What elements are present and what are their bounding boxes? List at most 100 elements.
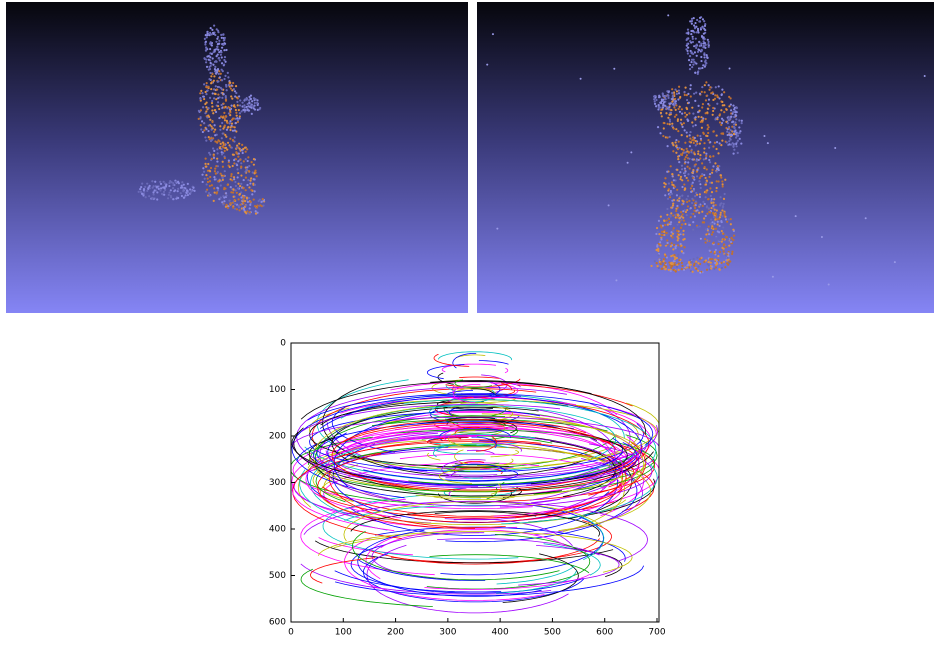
point: [250, 104, 252, 106]
point: [218, 73, 220, 75]
point: [700, 238, 702, 240]
point: [169, 180, 171, 182]
point: [691, 23, 693, 25]
point: [226, 122, 228, 124]
point: [695, 201, 697, 203]
point: [703, 158, 705, 160]
point: [678, 92, 680, 94]
point: [724, 179, 726, 181]
point: [691, 139, 693, 141]
point: [739, 138, 741, 140]
point: [214, 129, 216, 131]
point: [684, 238, 686, 240]
point: [693, 179, 695, 181]
point: [671, 88, 673, 90]
point: [213, 97, 215, 99]
point: [697, 266, 699, 268]
point: [763, 135, 765, 137]
point: [684, 170, 686, 172]
point: [678, 174, 680, 176]
point: [717, 223, 719, 225]
point: [661, 231, 663, 233]
point: [240, 183, 242, 185]
point: [686, 50, 688, 52]
point: [718, 97, 720, 99]
point: [667, 123, 669, 125]
point: [721, 230, 723, 232]
point: [667, 242, 669, 244]
point: [691, 172, 693, 174]
point: [216, 28, 218, 30]
point: [681, 195, 683, 197]
point: [209, 48, 211, 50]
point: [707, 139, 709, 141]
point: [245, 158, 247, 160]
point: [140, 186, 142, 188]
point: [662, 99, 664, 101]
point: [740, 142, 742, 144]
point: [694, 118, 696, 120]
point: [718, 231, 720, 233]
point: [710, 262, 712, 264]
point: [615, 279, 617, 281]
point: [715, 86, 717, 88]
point: [662, 93, 664, 95]
point: [211, 53, 213, 55]
point: [680, 245, 682, 247]
point: [683, 269, 685, 271]
point: [667, 14, 669, 16]
point: [210, 167, 212, 169]
point: [710, 195, 712, 197]
point: [702, 26, 704, 28]
point: [235, 185, 237, 187]
point: [723, 212, 725, 214]
point: [145, 196, 147, 198]
point: [229, 203, 231, 205]
point: [738, 119, 740, 121]
point: [246, 166, 248, 168]
point: [223, 59, 225, 61]
point: [215, 165, 217, 167]
point: [683, 183, 685, 185]
point: [728, 143, 730, 145]
point: [682, 233, 684, 235]
point: [224, 150, 226, 152]
point: [669, 196, 671, 198]
point: [261, 201, 263, 203]
point: [663, 127, 665, 129]
point: [676, 205, 678, 207]
point: [663, 231, 665, 233]
point: [238, 209, 240, 211]
point: [217, 97, 219, 99]
point: [737, 135, 739, 137]
point: [164, 187, 166, 189]
point: [692, 112, 694, 114]
point: [205, 46, 207, 48]
point: [231, 123, 233, 125]
point: [719, 216, 721, 218]
point: [664, 262, 666, 264]
point: [670, 190, 672, 192]
point: [703, 20, 705, 22]
point: [187, 194, 189, 196]
point: [205, 166, 207, 168]
point: [175, 181, 177, 183]
point: [674, 186, 676, 188]
point: [712, 212, 714, 214]
point: [220, 54, 222, 56]
point: [656, 262, 658, 264]
point: [211, 105, 213, 107]
point: [214, 168, 216, 170]
point: [244, 109, 246, 111]
point: [705, 62, 707, 64]
point: [728, 131, 730, 133]
point: [712, 145, 714, 147]
point: [692, 125, 694, 127]
point: [728, 245, 730, 247]
point: [203, 83, 205, 85]
point: [215, 69, 217, 71]
point: [255, 210, 257, 212]
point: [687, 52, 689, 54]
point: [240, 166, 242, 168]
point: [720, 262, 722, 264]
